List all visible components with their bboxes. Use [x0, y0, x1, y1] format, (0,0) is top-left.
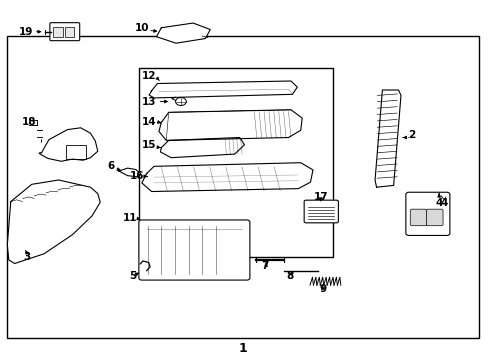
Text: 13: 13	[142, 96, 156, 107]
Polygon shape	[7, 180, 100, 264]
Text: 17: 17	[313, 192, 327, 202]
Text: 1: 1	[238, 342, 247, 355]
Text: 3: 3	[23, 252, 30, 262]
Bar	[53, 27, 62, 37]
Polygon shape	[374, 90, 400, 187]
FancyBboxPatch shape	[409, 209, 426, 226]
Bar	[66, 145, 85, 159]
Polygon shape	[156, 23, 210, 43]
Polygon shape	[39, 128, 98, 161]
Text: 19: 19	[19, 27, 33, 37]
Polygon shape	[142, 163, 312, 192]
Text: 11: 11	[122, 213, 137, 223]
Text: 16: 16	[129, 171, 144, 181]
FancyBboxPatch shape	[139, 220, 249, 280]
Text: 4: 4	[439, 198, 447, 208]
FancyBboxPatch shape	[426, 209, 442, 226]
FancyBboxPatch shape	[50, 23, 80, 41]
Text: 4: 4	[434, 198, 442, 208]
Text: 2: 2	[407, 130, 414, 140]
Polygon shape	[119, 168, 141, 177]
Text: 14: 14	[142, 117, 156, 127]
Bar	[139, 68, 332, 257]
Bar	[7, 36, 478, 338]
Text: 12: 12	[142, 71, 156, 81]
Polygon shape	[159, 110, 302, 140]
Text: 5: 5	[129, 271, 136, 282]
Polygon shape	[160, 138, 244, 158]
Text: 9: 9	[319, 284, 325, 294]
Bar	[64, 27, 74, 37]
Circle shape	[175, 98, 186, 105]
FancyBboxPatch shape	[304, 200, 338, 223]
Text: 8: 8	[286, 271, 293, 282]
Text: 18: 18	[22, 117, 37, 127]
FancyBboxPatch shape	[405, 192, 449, 235]
Text: 15: 15	[142, 140, 156, 150]
Text: 10: 10	[134, 23, 149, 33]
Text: 6: 6	[108, 161, 115, 171]
Polygon shape	[149, 81, 297, 98]
Text: 7: 7	[260, 261, 268, 271]
